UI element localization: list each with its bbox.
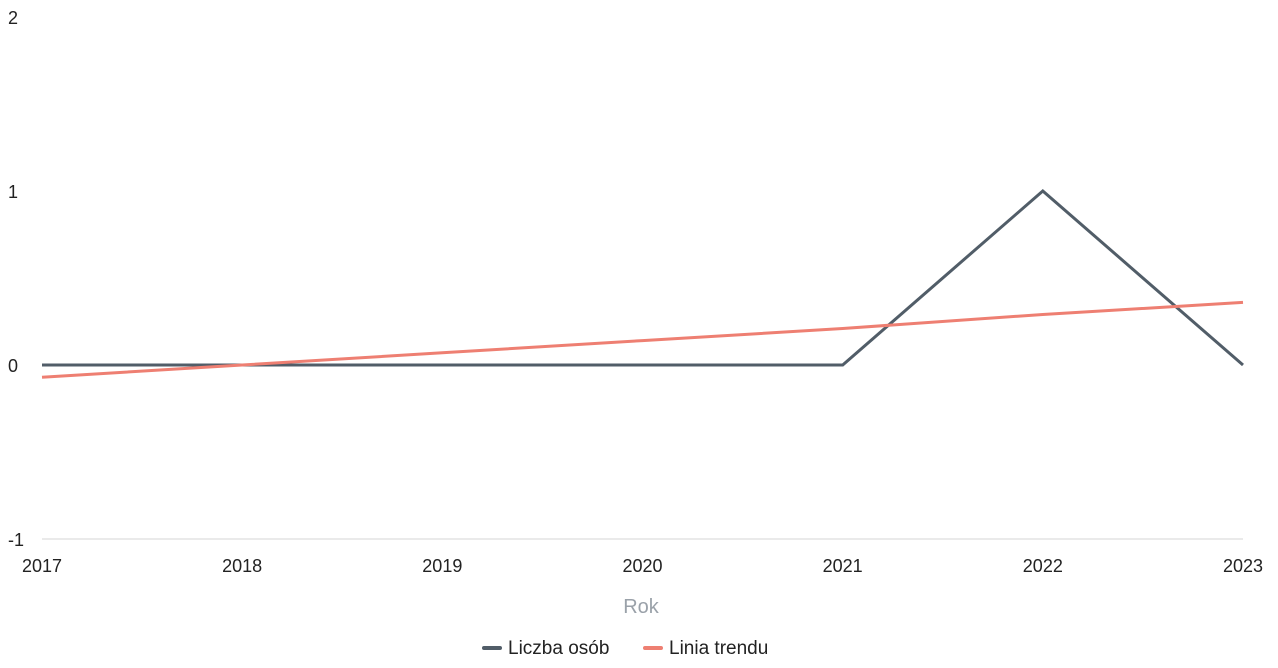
legend-label: Liczba osób: [508, 638, 609, 659]
x-tick-label: 2023: [1223, 556, 1263, 576]
x-tick-label: 2018: [222, 556, 262, 576]
x-tick-label: 2020: [622, 556, 662, 576]
y-tick-label: 1: [8, 182, 18, 202]
y-tick-label: 0: [8, 356, 18, 376]
x-tick-label: 2019: [422, 556, 462, 576]
y-tick-label: 2: [8, 8, 18, 28]
series-line-1: [41, 300, 1244, 379]
x-axis-ticks: 2017 2018 2019 2020 2021 2022 2023: [22, 556, 1263, 576]
y-tick-label: -1: [8, 530, 24, 550]
legend-label: Linia trendu: [669, 638, 768, 659]
x-axis-title: Rok: [623, 596, 660, 618]
y-axis-ticks: -1 0 1 2: [8, 8, 24, 550]
legend-swatch: [643, 646, 663, 650]
x-tick-label: 2017: [22, 556, 62, 576]
x-tick-label: 2022: [1023, 556, 1063, 576]
legend-swatch: [482, 646, 502, 650]
legend: Liczba osób Linia trendu: [482, 638, 768, 659]
series-layer: [41, 189, 1244, 379]
x-tick-label: 2021: [823, 556, 863, 576]
series-line-0: [42, 189, 1244, 367]
